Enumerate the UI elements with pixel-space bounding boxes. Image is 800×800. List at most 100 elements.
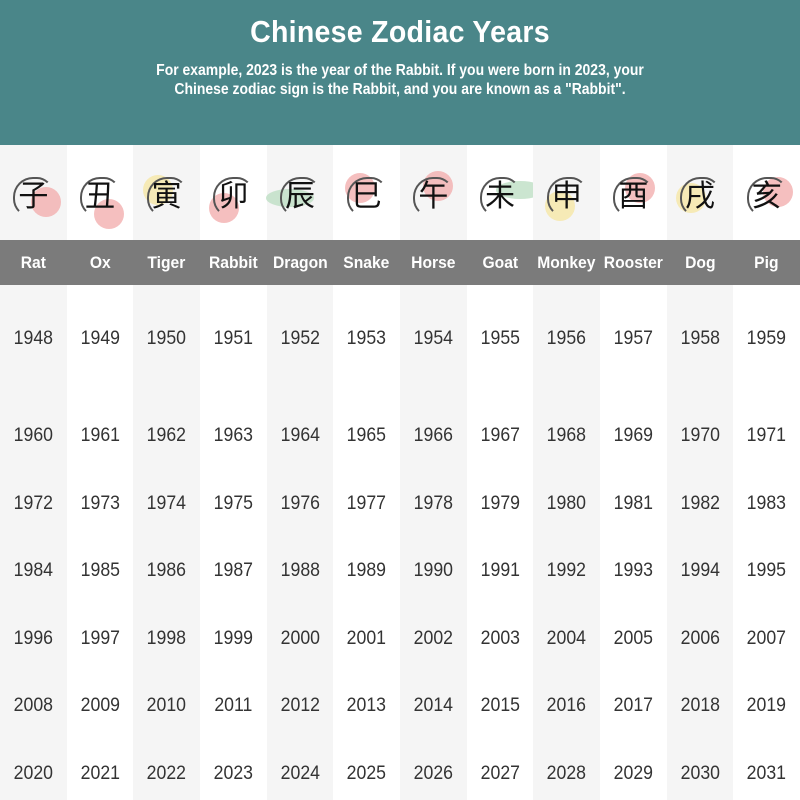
year-cell: 1957 [613,328,654,349]
year-cell: 2005 [613,627,654,649]
year-cell: 1988 [280,560,320,581]
column-rooster: 酉 [600,145,667,800]
goat-icon: 未 [472,167,545,227]
sign-name-dragon: Dragon [272,253,328,272]
year-cell: 2029 [613,762,654,784]
zodiac-character: 未 [485,179,516,214]
zodiac-character: 午 [418,179,449,214]
year-cell: 2003 [480,627,520,649]
zodiac-character: 丑 [85,179,115,214]
year-cell: 1999 [213,627,254,649]
rat-icon: 子 [5,167,62,227]
brush-stroke [13,177,54,217]
year-cell: 2001 [347,627,387,649]
brush-stroke [280,177,321,217]
brush-stroke [413,177,454,217]
year-cell: 2012 [280,695,320,716]
year-cell: 1949 [80,328,120,349]
monkey-icon: 申 [539,167,595,227]
year-cell: 1976 [280,492,320,514]
year-cell: 2009 [80,695,120,716]
year-cell: 1990 [413,560,454,581]
year-cell: 1991 [480,560,520,581]
column-rabbit: 卯 [200,145,267,800]
year-cell: 2002 [413,627,454,649]
year-cell: 2000 [280,627,320,649]
year-cell: 1971 [747,425,787,446]
sign-name-ox: Ox [89,253,111,272]
year-cell: 1954 [413,328,454,349]
year-cell: 2026 [413,762,454,784]
sign-name-monkey: Monkey [537,253,596,272]
year-cell: 1975 [213,492,254,514]
brush-stroke [146,177,187,217]
year-cell: 1972 [13,492,53,514]
zodiac-character: 酉 [618,179,649,214]
year-cell: 1953 [347,328,387,349]
rooster-icon: 酉 [605,167,661,227]
column-ox: 丑 [67,145,134,800]
year-cell: 2018 [680,695,720,716]
year-cell: 1970 [680,425,720,446]
year-cell: 2022 [147,762,187,784]
year-cell: 1951 [213,328,254,349]
year-cell: 1986 [147,560,187,581]
year-cell: 1981 [613,492,654,514]
year-cell: 2021 [80,762,120,784]
year-cell: 1969 [613,425,654,446]
years-goat: 1955 1967 1979 1991 2003 2015 2027 [467,285,534,787]
year-cell: 1950 [147,328,187,349]
year-cell: 1996 [13,627,53,649]
sign-name-rooster: Rooster [603,253,663,272]
sign-name-dog: Dog [684,253,716,272]
year-cell: 1973 [80,492,120,514]
year-cell: 1960 [13,425,53,446]
years-monkey: 1956 1968 1980 1992 2004 2016 2028 [533,285,600,787]
year-cell: 1982 [680,492,720,514]
year-cell: 1992 [547,560,587,581]
year-cell: 2004 [547,627,587,649]
year-cell: 1963 [213,425,254,446]
year-cell: 1987 [213,560,254,581]
year-cell: 1994 [680,560,720,581]
year-cell: 1961 [80,425,120,446]
year-cell: 2006 [680,627,720,649]
rabbit-icon: 卯 [205,167,261,227]
year-cell: 1985 [80,560,120,581]
sign-name-band: Rat Ox Tiger Rabbit Dragon Snake Horse Goat Monk… [0,240,800,285]
ox-icon: 丑 [72,167,128,229]
year-cell: 1989 [347,560,387,581]
brush-stroke [480,177,521,217]
brush-stroke [613,177,654,217]
year-cell: 1995 [747,560,787,581]
snake-icon: 巳 [339,167,395,227]
year-cell: 2020 [13,762,53,784]
year-cell: 1959 [747,328,787,349]
years-dragon: 1952 1964 1976 1988 2000 2012 2024 [267,285,334,787]
column-goat: 未 [467,145,545,800]
year-cell: 1974 [147,492,187,514]
years-rabbit: 1951 1963 1975 1987 1999 2011 2023 [200,285,267,787]
year-cell: 1955 [480,328,520,349]
year-cell: 1968 [547,425,587,446]
years-rat: 1948 1960 1972 1984 1996 2008 2020 [0,285,67,787]
year-cell: 1998 [147,627,187,649]
dragon-icon: 辰 [266,167,328,227]
years-table: 1948 1960 1972 1984 1996 2008 2020 1949 1961 1973… [0,285,800,787]
zodiac-character: 戌 [685,179,716,214]
year-cell: 2024 [280,762,320,784]
years-dog: 1958 1970 1982 1994 2006 2018 2030 [667,285,734,787]
tiger-icon: 寅 [139,167,195,227]
years-horse: 1954 1966 1978 1990 2002 2014 2026 [400,285,467,787]
zodiac-character: 亥 [751,179,782,214]
year-cell: 2016 [547,695,587,716]
year-cell: 2007 [747,627,787,649]
years-rooster: 1957 1969 1981 1993 2005 2017 2029 [600,285,667,787]
brush-stroke [346,177,387,217]
year-cell: 2013 [347,695,387,716]
page-title: Chinese Zodiac Years [250,14,550,49]
year-cell: 2025 [347,762,387,784]
year-cell: 2031 [747,762,787,784]
year-cell: 2019 [747,695,787,716]
year-cell: 1977 [347,492,387,514]
